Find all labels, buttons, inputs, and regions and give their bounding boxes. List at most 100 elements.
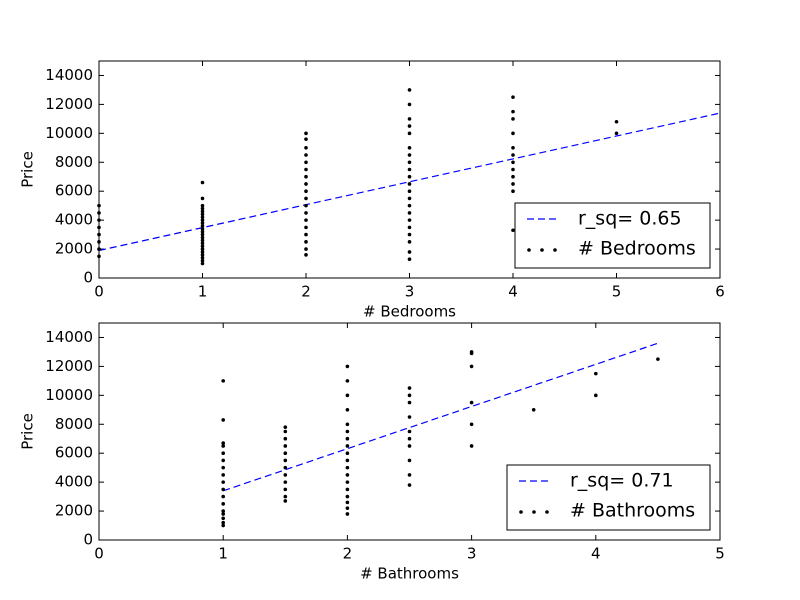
y-tick-label: 14000: [45, 66, 93, 84]
y-axis-label: Price: [19, 413, 37, 450]
point: [283, 473, 288, 477]
point: [511, 228, 515, 233]
point: [283, 494, 288, 499]
point: [407, 88, 412, 92]
x-tick-label: 2: [301, 283, 311, 301]
x-tick-label: 6: [715, 283, 725, 301]
point: [345, 458, 350, 463]
point: [511, 160, 515, 165]
x-axis-label: # Bedrooms: [363, 303, 456, 321]
y-tick-label: 12000: [45, 357, 93, 375]
point: [407, 174, 412, 179]
point: [407, 232, 412, 237]
point: [304, 146, 308, 150]
point: [345, 465, 350, 470]
point: [283, 429, 288, 434]
point: [511, 167, 515, 172]
y-tick-label: 2000: [55, 240, 93, 258]
point: [304, 189, 308, 193]
point: [407, 483, 412, 487]
point: [304, 131, 308, 136]
point: [511, 109, 515, 114]
point: [221, 512, 225, 516]
point: [407, 124, 412, 128]
point: [283, 425, 288, 429]
point: [221, 509, 225, 513]
point: [304, 153, 308, 157]
point: [200, 247, 205, 251]
y-tick-label: 2000: [55, 502, 93, 520]
point: [407, 429, 412, 434]
point: [304, 196, 308, 201]
point: [469, 364, 474, 369]
point: [221, 465, 225, 470]
point: [407, 189, 412, 193]
point: [407, 386, 412, 390]
point: [345, 506, 350, 510]
point: [200, 244, 205, 248]
point: [345, 494, 350, 499]
point: [345, 480, 350, 484]
point: [283, 436, 288, 441]
y-tick-label: 6000: [55, 444, 93, 462]
point: [200, 215, 205, 220]
point: [511, 95, 515, 99]
y-tick-label: 14000: [45, 328, 93, 346]
point: [200, 196, 205, 201]
point: [221, 487, 225, 492]
point: [304, 174, 308, 179]
x-axis-label: # Bathrooms: [360, 565, 459, 583]
point: [200, 258, 205, 263]
point: [511, 153, 515, 157]
point: [221, 444, 225, 448]
point: [407, 203, 412, 208]
point: [304, 253, 308, 257]
point: [200, 224, 205, 228]
point: [221, 520, 225, 525]
point: [304, 211, 308, 215]
x-tick-label: 1: [198, 283, 208, 301]
point: [304, 247, 308, 251]
point: [407, 250, 412, 254]
point: [304, 160, 308, 165]
point: [221, 494, 225, 499]
point: [407, 393, 412, 398]
point: [283, 465, 288, 470]
point: [200, 206, 205, 211]
point: [200, 235, 205, 240]
x-tick-label: 3: [405, 283, 415, 301]
point: [200, 209, 205, 214]
legend-swatch: [545, 510, 549, 514]
point: [407, 131, 412, 136]
legend-swatch: [519, 510, 523, 514]
point: [511, 131, 515, 136]
point: [221, 379, 225, 383]
point: [407, 400, 412, 405]
point: [304, 167, 308, 172]
point: [614, 119, 619, 124]
point: [407, 444, 412, 448]
point: [407, 218, 412, 222]
point: [200, 227, 205, 231]
x-tick-label: 5: [612, 283, 622, 301]
point: [304, 240, 308, 244]
point: [221, 523, 225, 528]
legend-box: [506, 464, 711, 531]
point: [407, 102, 412, 107]
point: [614, 131, 619, 136]
point: [221, 516, 225, 521]
point: [200, 180, 205, 185]
point: [511, 117, 515, 121]
point: [200, 221, 205, 225]
point: [345, 500, 350, 505]
point: [345, 473, 350, 477]
point: [469, 444, 474, 448]
point: [511, 182, 515, 186]
point: [407, 117, 412, 121]
point: [200, 229, 205, 234]
point: [345, 422, 350, 427]
x-tick-label: 4: [591, 545, 601, 563]
point: [283, 458, 288, 463]
point: [345, 487, 350, 492]
legend-swatch: [532, 510, 536, 514]
